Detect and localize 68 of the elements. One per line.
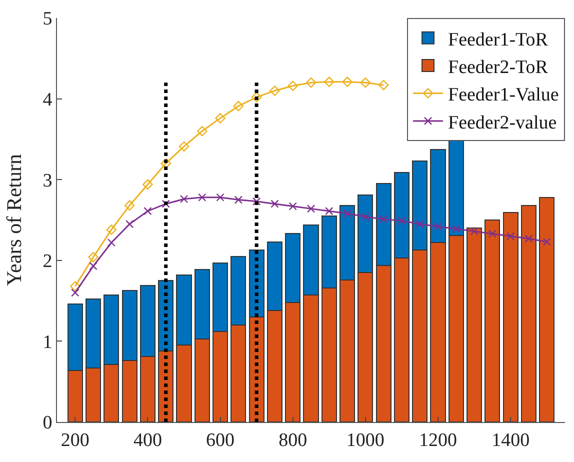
- point: [89, 262, 98, 270]
- point: [178, 141, 190, 152]
- point: [88, 252, 98, 262]
- point: [180, 194, 188, 204]
- point: [325, 207, 334, 216]
- point: [452, 224, 460, 233]
- x-tick-label: 1200: [419, 430, 457, 451]
- point: [343, 209, 352, 218]
- bar: [539, 196, 555, 422]
- point: [434, 222, 442, 231]
- point: [398, 216, 406, 225]
- point: [270, 200, 279, 208]
- point: [506, 232, 515, 240]
- y-axis-title: Years of Return: [2, 153, 26, 286]
- y-tick-label: 5: [42, 8, 52, 30]
- x-tick-label: 400: [133, 430, 162, 451]
- point: [360, 77, 371, 88]
- bar: [520, 204, 536, 422]
- point: [196, 126, 208, 136]
- y-tick-label: 0: [42, 412, 52, 434]
- bar: [502, 212, 518, 422]
- point: [251, 92, 262, 102]
- bar: [484, 220, 500, 422]
- point: [379, 215, 388, 224]
- y-tick-label: 2: [42, 251, 52, 272]
- point: [160, 158, 172, 169]
- point: [361, 212, 370, 221]
- x-tick-label: 600: [206, 430, 235, 451]
- point: [144, 207, 152, 216]
- legend-label: Feeder2-value: [448, 112, 557, 134]
- bar: [466, 228, 482, 422]
- x-tick-label: 200: [60, 430, 90, 451]
- point: [306, 204, 316, 213]
- point: [71, 288, 80, 297]
- legend-label: Feeder2-ToR: [448, 56, 548, 78]
- point: [162, 200, 170, 208]
- point: [378, 80, 389, 90]
- point: [488, 230, 497, 238]
- point: [70, 281, 80, 292]
- point: [270, 86, 280, 96]
- point: [288, 80, 298, 92]
- point: [524, 234, 533, 243]
- x-tick-label: 800: [278, 430, 308, 451]
- point: [470, 227, 478, 236]
- point: [416, 220, 424, 228]
- point: [306, 77, 316, 88]
- point: [142, 179, 153, 190]
- point: [124, 200, 135, 211]
- point: [342, 76, 352, 87]
- point: [125, 220, 134, 228]
- point: [233, 100, 244, 112]
- legend-label: Feeder1-Value: [448, 84, 559, 106]
- point: [216, 193, 224, 202]
- y-tick-label: 4: [42, 89, 53, 110]
- point: [215, 113, 226, 124]
- point: [106, 224, 117, 235]
- point: [234, 196, 243, 204]
- y-tick-label: 1: [42, 332, 52, 353]
- point: [252, 197, 261, 206]
- point: [198, 193, 206, 202]
- legend-label: Feeder1-ToR: [448, 29, 548, 50]
- point: [107, 238, 116, 247]
- point: [288, 202, 297, 210]
- y-tick-label: 3: [42, 170, 52, 192]
- point: [542, 238, 551, 246]
- x-tick-label: 1000: [346, 430, 384, 451]
- point: [324, 76, 334, 87]
- x-tick-label: 1400: [492, 430, 530, 451]
